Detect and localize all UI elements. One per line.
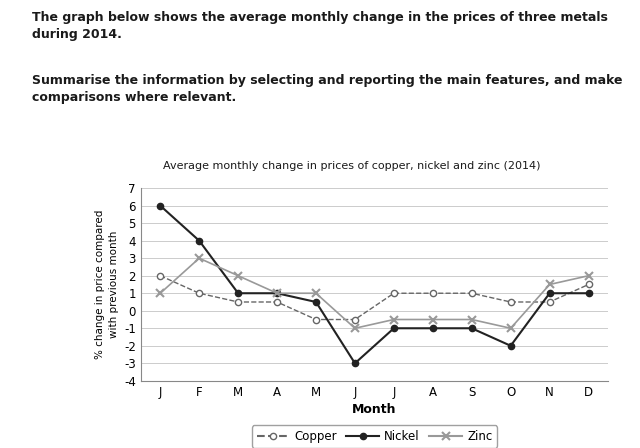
Text: Summarise the information by selecting and reporting the main features, and make: Summarise the information by selecting a… (32, 74, 623, 104)
Text: Average monthly change in prices of copper, nickel and zinc (2014): Average monthly change in prices of copp… (163, 161, 541, 171)
Legend: Copper, Nickel, Zinc: Copper, Nickel, Zinc (252, 425, 497, 448)
X-axis label: Month: Month (352, 403, 397, 416)
Text: The graph below shows the average monthly change in the prices of three metals
d: The graph below shows the average monthl… (32, 11, 608, 41)
Y-axis label: % change in price compared
with previous month: % change in price compared with previous… (95, 210, 118, 359)
